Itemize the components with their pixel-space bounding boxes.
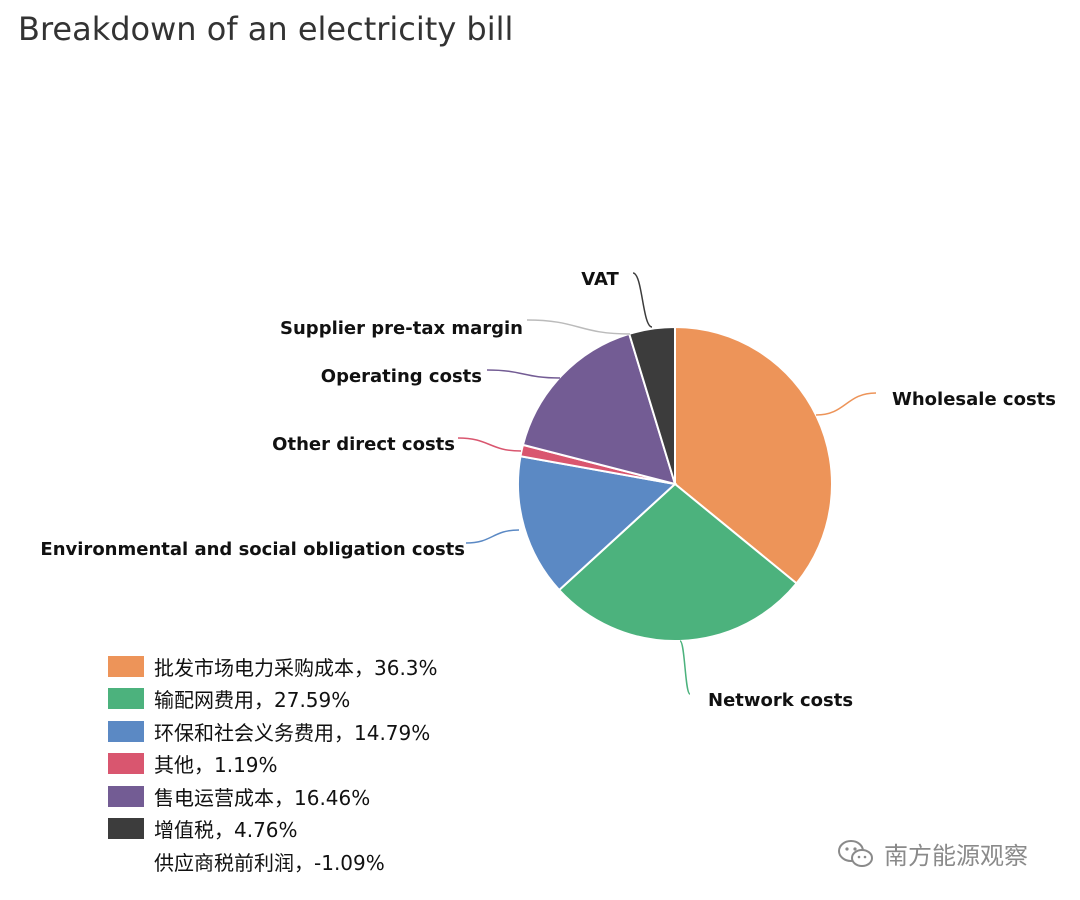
legend-swatch <box>108 818 144 840</box>
slice-label: Other direct costs <box>272 434 455 455</box>
leader-line <box>457 437 522 452</box>
watermark: 南方能源观察 <box>836 836 1028 871</box>
legend-swatch <box>108 655 144 677</box>
legend-swatch <box>108 851 144 872</box>
slice-label: Operating costs <box>321 366 482 387</box>
legend-item: 增值税，4.76% <box>108 813 438 846</box>
legend-label: 供应商税前利润，-1.09% <box>154 850 385 875</box>
wechat-icon <box>838 839 873 867</box>
leader-line <box>815 392 877 416</box>
slice-label: VAT <box>581 269 619 290</box>
legend-label: 环保和社会义务费用，14.79% <box>154 720 431 745</box>
legend-label: 其他，1.19% <box>154 753 278 778</box>
slice-labels: Wholesale costs Network costs Environmenta… <box>40 269 1056 711</box>
pie-slices <box>517 325 833 642</box>
legend-item: 售电运营成本，16.46% <box>108 780 438 813</box>
leader-line <box>465 529 520 544</box>
legend-swatch <box>108 688 144 710</box>
legend-label: 增值税，4.76% <box>154 818 298 843</box>
legend-label: 批发市场电力采购成本，36.3% <box>154 655 438 680</box>
legend-item: 批发市场电力采购成本，36.3% <box>108 650 438 683</box>
pie-slice-wholesale-costs <box>674 325 833 585</box>
leader-line <box>679 640 691 695</box>
legend-swatch <box>108 753 144 775</box>
slice-label: Supplier pre-tax margin <box>280 318 523 339</box>
legend: 批发市场电力采购成本，36.3% 输配网费用，27.59% 环保和社会义务费用，14… <box>108 650 438 878</box>
legend-item: 其他，1.19% <box>108 748 438 781</box>
legend-swatch <box>108 785 144 807</box>
legend-item: 供应商税前利润，-1.09% <box>108 845 438 878</box>
leader-line <box>526 319 631 335</box>
pie-slice-operating-costs <box>521 332 677 486</box>
legend-label: 输配网费用，27.59% <box>154 688 351 713</box>
chart-title: Breakdown of an electricity bill <box>18 10 514 48</box>
legend-swatch <box>108 720 144 742</box>
legend-label: 售电运营成本，16.46% <box>154 785 371 810</box>
leader-lines <box>457 272 877 695</box>
legend-item: 输配网费用，27.59% <box>108 683 438 716</box>
slice-label: Network costs <box>708 690 853 711</box>
watermark-text: 南方能源观察 <box>884 842 1028 870</box>
leader-line <box>486 369 561 379</box>
legend-item: 环保和社会义务费用，14.79% <box>108 715 438 748</box>
slice-label: Environmental and social obligation cost… <box>40 539 465 560</box>
pie-slice-environmental-and-social-obligation-costs <box>517 455 678 592</box>
pie-slice-network-costs <box>557 482 798 642</box>
slice-label: Wholesale costs <box>892 389 1056 410</box>
leader-line <box>632 272 653 328</box>
